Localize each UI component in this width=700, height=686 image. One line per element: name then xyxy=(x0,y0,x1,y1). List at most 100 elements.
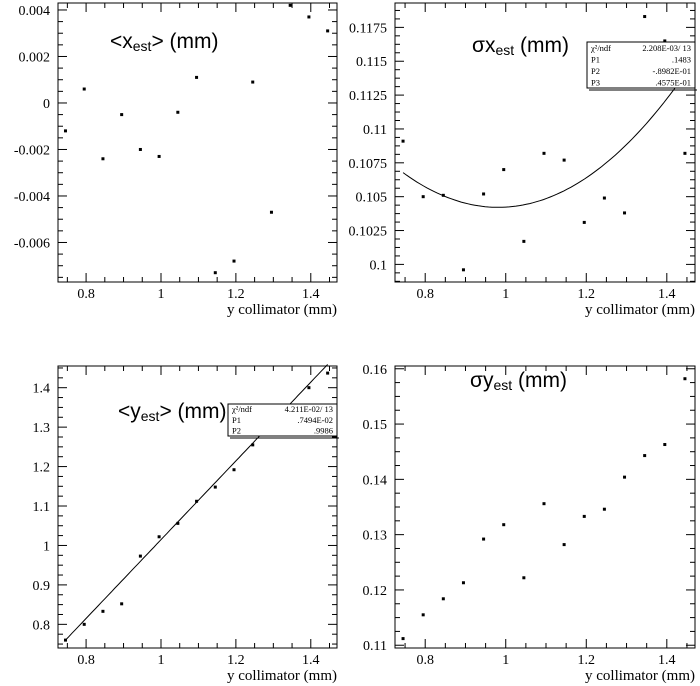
data-point xyxy=(482,537,486,541)
data-point xyxy=(63,129,67,133)
stats-label: P3 xyxy=(591,78,600,88)
panel-title: σyest (mm) xyxy=(470,369,567,393)
y-tick-label: 0.14 xyxy=(363,473,388,488)
x-tick-label: 1.2 xyxy=(578,653,596,668)
panel-title: σxest (mm) xyxy=(472,34,569,58)
y-tick-label: 0.12 xyxy=(363,584,388,599)
x-tick-label: 1.2 xyxy=(227,653,245,668)
data-point xyxy=(482,192,486,196)
data-point xyxy=(602,196,606,200)
stats-value: .4575E-01 xyxy=(655,78,691,88)
stats-value: 4.211E-02/ 13 xyxy=(285,404,333,414)
y-tick-label: 0.1075 xyxy=(349,157,388,172)
x-axis-label: y collimator (mm) xyxy=(227,668,337,684)
panel-title: <yest> (mm) xyxy=(118,400,227,424)
y-tick-label: 0.1175 xyxy=(349,21,387,36)
x-axis-label: y collimator (mm) xyxy=(585,668,695,684)
x-tick-label: 1 xyxy=(157,287,164,302)
stats-value: .7494E-02 xyxy=(297,415,333,425)
data-point xyxy=(623,211,627,215)
panel-title-unit: (mm) xyxy=(512,369,567,392)
data-point xyxy=(82,622,86,626)
x-tick-label: 1.4 xyxy=(658,287,676,302)
panel-mean-x: 0.8 1 1.2 1.4 -0.006 -0.004 -0.002 0 0.002 0.004 y… xyxy=(14,2,338,318)
x-tick-label: 0.8 xyxy=(77,653,95,668)
data-point xyxy=(288,3,292,7)
data-point xyxy=(643,15,647,19)
x-tick-label: 0.8 xyxy=(77,287,95,302)
data-point xyxy=(213,271,217,275)
stats-value: .9986 xyxy=(314,426,333,436)
y-tick-label: 0.1125 xyxy=(349,89,387,104)
data-point xyxy=(138,554,142,558)
y-tick-label: 0.004 xyxy=(19,4,51,19)
data-point xyxy=(502,523,506,527)
data-point xyxy=(683,151,687,155)
data-point xyxy=(120,113,124,117)
panel-title-subscript: est xyxy=(133,38,152,54)
panel-sigma-x: 0.8 1 1.2 1.4 0.1 0.1025 0.105 0.1075 0.11 0.1125… xyxy=(349,2,697,318)
data-point xyxy=(138,147,142,151)
y-tick-label: 0.11 xyxy=(363,639,387,654)
y-tick-label: -0.006 xyxy=(14,236,50,251)
plot-frame xyxy=(57,2,338,283)
x-tick-label: 1 xyxy=(502,653,509,668)
data-point xyxy=(195,499,199,503)
y-tick-label: 0.13 xyxy=(363,529,388,544)
x-tick-label: 1.4 xyxy=(302,653,320,668)
data-point xyxy=(421,195,425,199)
y-tick-label: 0.115 xyxy=(356,55,387,70)
y-tick-label: 1.2 xyxy=(33,461,51,476)
y-tick-label: -0.004 xyxy=(14,190,50,205)
data-point xyxy=(663,443,667,447)
data-point xyxy=(195,75,199,79)
panel-sigma-y: 0.8 1 1.2 1.4 0.11 0.12 0.13 0.14 0.15 0.16 y coll… xyxy=(363,363,696,684)
data-point xyxy=(307,15,311,19)
panel-title-unit: (mm) xyxy=(514,34,569,57)
stats-value: .1483 xyxy=(672,55,691,65)
plot-frame xyxy=(394,2,696,283)
data-point xyxy=(157,154,161,158)
data-point xyxy=(232,468,236,472)
x-tick-label: 1.4 xyxy=(658,653,676,668)
data-point xyxy=(522,239,526,243)
panel-mean-y: 0.8 1 1.2 1.40.80.911.11.21.31.4y collimato… xyxy=(33,364,339,684)
data-point xyxy=(63,638,67,642)
data-point xyxy=(542,151,546,155)
x-tick-label: 0.8 xyxy=(416,653,434,668)
data-point xyxy=(176,110,180,114)
stats-value: -.8982E-01 xyxy=(653,66,691,76)
data-point xyxy=(502,168,506,172)
data-point xyxy=(602,507,606,511)
panel-title-unit: > (mm) xyxy=(159,400,226,423)
y-tick-label: 1.1 xyxy=(33,500,51,515)
data-point xyxy=(562,543,566,547)
data-point xyxy=(401,139,405,143)
data-point xyxy=(157,535,161,539)
y-tick-label: 1.3 xyxy=(33,421,51,436)
y-tick-label: 0 xyxy=(43,97,50,112)
data-point xyxy=(663,39,667,43)
data-point xyxy=(441,597,445,601)
data-point xyxy=(251,443,255,447)
y-tick-label: -0.002 xyxy=(14,143,50,158)
data-point xyxy=(307,386,311,390)
data-point xyxy=(542,502,546,506)
plot-frame xyxy=(394,365,696,649)
data-point xyxy=(461,268,465,272)
panel-title-main: <x xyxy=(110,30,133,53)
x-axis-label: y collimator (mm) xyxy=(227,302,337,318)
panel-title-subscript: est xyxy=(141,408,160,424)
y-tick-label: 1.4 xyxy=(33,382,51,397)
stats-label: P1 xyxy=(232,415,241,425)
panel-title: <xest> (mm) xyxy=(110,30,219,54)
y-tick-label: 0.11 xyxy=(363,123,387,138)
y-tick-label: 0.1 xyxy=(370,258,388,273)
data-point xyxy=(326,29,330,33)
data-point xyxy=(232,259,236,263)
x-tick-label: 1 xyxy=(157,653,164,668)
stats-label: P2 xyxy=(232,426,241,436)
y-tick-label: 0.15 xyxy=(363,418,388,433)
stats-box xyxy=(586,41,696,89)
